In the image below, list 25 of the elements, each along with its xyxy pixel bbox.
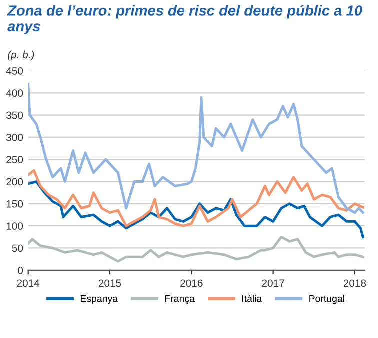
chart-title: Zona de l’euro: primes de risc del deute públic a 10 anys [7, 5, 362, 34]
y-tick-label: 350 [6, 112, 24, 120]
y-tick-label: 0 [18, 266, 24, 274]
line-series [28, 169, 364, 228]
legend-label: Espanya [80, 295, 118, 304]
y-tick-label: 150 [6, 200, 24, 208]
y-tick-label: 300 [6, 134, 24, 142]
x-tick-label: 2016 [180, 280, 203, 288]
y-tick-label: 200 [6, 178, 24, 186]
y-tick-label: 100 [6, 222, 24, 230]
line-series [28, 236, 364, 263]
legend-label: França [165, 295, 195, 304]
legend-label: Itàlia [242, 294, 262, 302]
y-tick-label: 50 [12, 244, 24, 252]
x-tick-label: 2017 [262, 280, 284, 288]
line-series [28, 83, 364, 214]
x-tick-label: 2015 [98, 280, 122, 288]
x-tick-label: 2018 [344, 280, 366, 288]
y-tick-label: 450 [6, 67, 24, 75]
x-tick-label: 2014 [17, 280, 40, 288]
y-axis-title: (p. b.) [8, 50, 34, 61]
y-tick-label: 400 [6, 90, 24, 98]
y-tick-label: 250 [6, 156, 24, 164]
line-series [28, 180, 364, 238]
legend-label: Portugal [310, 295, 344, 304]
